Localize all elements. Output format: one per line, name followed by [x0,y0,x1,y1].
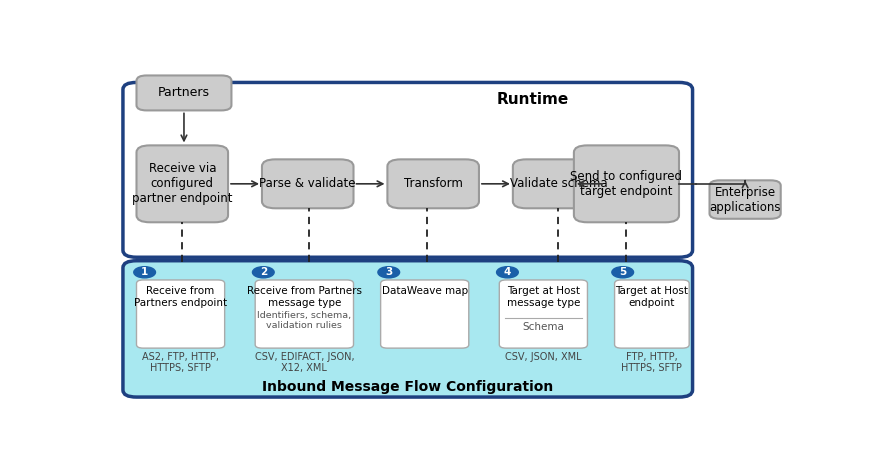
Text: Receive from Partners
message type: Receive from Partners message type [247,286,362,308]
FancyBboxPatch shape [710,180,780,219]
Text: Receive via
configured
partner endpoint: Receive via configured partner endpoint [132,163,233,205]
Circle shape [378,266,400,278]
Text: FTP, HTTP,
HTTPS, SFTP: FTP, HTTP, HTTPS, SFTP [621,351,682,373]
FancyBboxPatch shape [136,75,231,110]
Text: 1: 1 [141,267,148,277]
Text: Receive from
Partners endpoint: Receive from Partners endpoint [134,286,228,308]
Text: Send to configured
target endpoint: Send to configured target endpoint [570,170,682,198]
Text: 4: 4 [504,267,511,277]
FancyBboxPatch shape [136,145,228,222]
Circle shape [253,266,274,278]
Text: Validate schema: Validate schema [510,178,607,190]
Text: Transform: Transform [403,178,463,190]
Text: Partners: Partners [158,86,210,99]
Text: Target at Host
message type: Target at Host message type [507,286,580,308]
FancyBboxPatch shape [513,159,605,208]
FancyBboxPatch shape [500,280,587,348]
FancyBboxPatch shape [123,83,693,257]
FancyBboxPatch shape [574,145,679,222]
FancyBboxPatch shape [388,159,479,208]
Text: CSV, JSON, XML: CSV, JSON, XML [505,351,582,362]
FancyBboxPatch shape [136,280,225,348]
Text: Enterprise
applications: Enterprise applications [710,186,780,213]
Text: Runtime: Runtime [497,93,570,108]
Text: 5: 5 [620,267,626,277]
Text: Identifiers, schema,
validation rulies: Identifiers, schema, validation rulies [257,311,352,330]
Text: DataWeave map: DataWeave map [382,286,468,296]
Text: Target at Host
endpoint: Target at Host endpoint [615,286,689,308]
Text: Schema: Schema [522,322,564,332]
Circle shape [134,266,156,278]
FancyBboxPatch shape [381,280,469,348]
FancyBboxPatch shape [262,159,354,208]
FancyBboxPatch shape [614,280,690,348]
Circle shape [612,266,634,278]
FancyBboxPatch shape [123,261,693,397]
Text: AS2, FTP, HTTP,
HTTPS, SFTP: AS2, FTP, HTTP, HTTPS, SFTP [142,351,219,373]
Text: 2: 2 [260,267,267,277]
Text: 3: 3 [385,267,392,277]
Text: CSV, EDIFACT, JSON,
X12, XML: CSV, EDIFACT, JSON, X12, XML [255,351,354,373]
Text: Inbound Message Flow Configuration: Inbound Message Flow Configuration [262,380,553,394]
Circle shape [497,266,518,278]
FancyBboxPatch shape [255,280,354,348]
Text: Parse & validate: Parse & validate [260,178,356,190]
